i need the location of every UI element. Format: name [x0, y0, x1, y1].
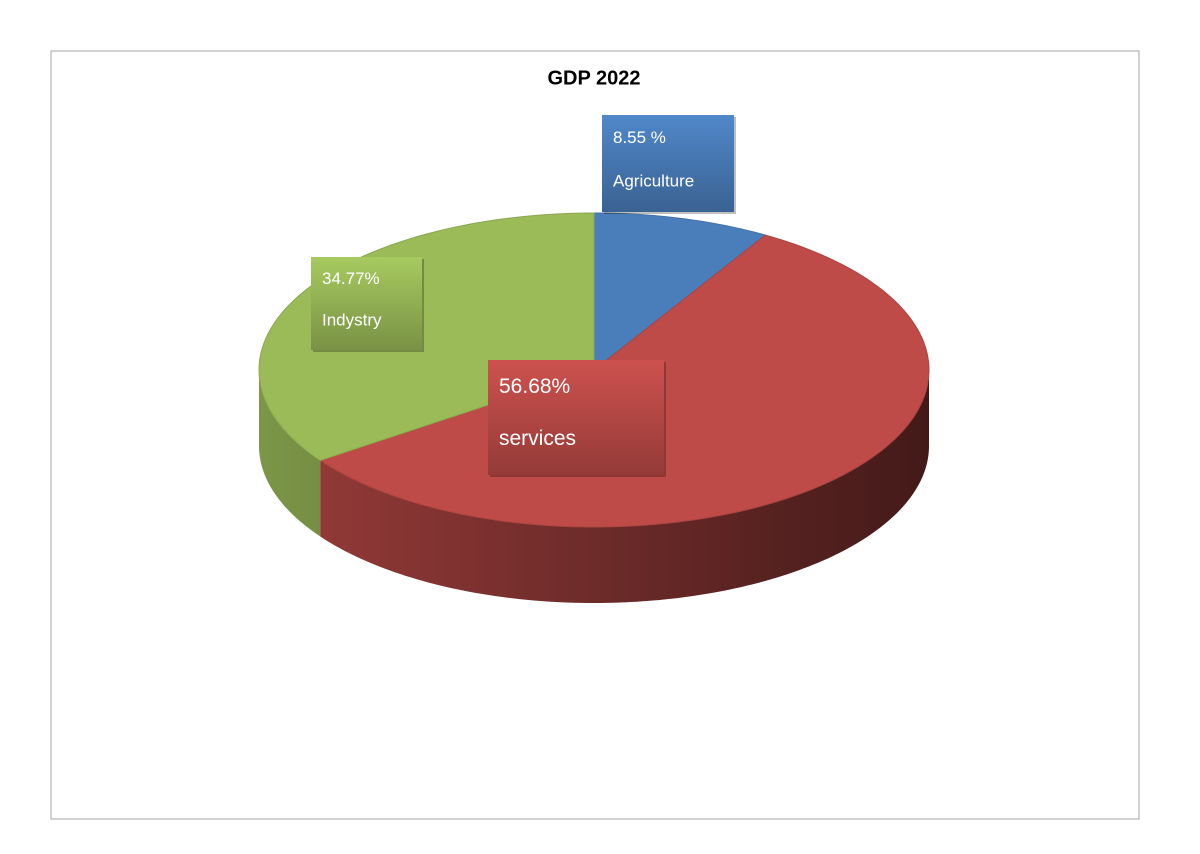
category-label: Agriculture: [613, 171, 694, 190]
category-label: Indystry: [322, 311, 382, 330]
slice-side: [320, 370, 929, 603]
category-label: services: [499, 427, 576, 450]
chart-title: GDP 2022: [547, 67, 640, 89]
label-box: [602, 115, 734, 212]
slice: [593, 212, 767, 372]
slice-side: [259, 370, 321, 537]
data-label: 56.68%: [499, 375, 570, 398]
label-box: [488, 360, 664, 475]
data-label: 34.77%: [322, 269, 380, 288]
label-box: [311, 257, 422, 350]
data-label: 8.55 %: [613, 128, 666, 147]
